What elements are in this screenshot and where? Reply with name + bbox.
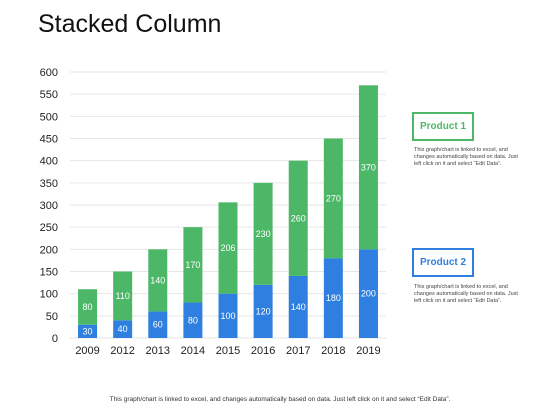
legend-label-product-1: Product 1 — [419, 121, 467, 132]
y-tick-label: 150 — [40, 267, 58, 279]
data-label: 200 — [361, 289, 376, 299]
bar-product-1 — [78, 289, 98, 325]
data-label: 120 — [256, 306, 271, 316]
footer-note: This graph/chart is linked to excel, and… — [109, 396, 451, 403]
data-label: 370 — [361, 162, 376, 172]
y-tick-label: 500 — [40, 111, 58, 123]
x-tick-label: 2014 — [181, 345, 205, 357]
data-label: 206 — [220, 243, 235, 253]
x-tick-label: 2016 — [251, 345, 275, 357]
bar-product-2 — [253, 284, 273, 338]
data-label: 180 — [326, 293, 341, 303]
bar-product-2 — [288, 275, 308, 338]
y-tick-label: 250 — [40, 222, 58, 234]
data-label: 270 — [326, 193, 341, 203]
y-tick-label: 50 — [46, 311, 58, 323]
y-tick-label: 600 — [40, 67, 58, 79]
legend-description-product-1: This graph/chart is linked to excel, and… — [414, 147, 518, 167]
bar-product-2 — [218, 293, 238, 338]
x-tick-label: 2019 — [356, 345, 380, 357]
data-label: 140 — [291, 302, 306, 312]
x-tick-label: 2009 — [75, 345, 99, 357]
data-label: 80 — [83, 302, 93, 312]
legend-product-1: Product 1 — [412, 112, 474, 141]
data-label: 80 — [188, 315, 198, 325]
y-tick-label: 350 — [40, 178, 58, 190]
data-label: 140 — [150, 275, 165, 285]
bar-product-1 — [288, 160, 308, 276]
legend-label-product-2: Product 2 — [419, 257, 467, 268]
x-tick-label: 2017 — [286, 345, 310, 357]
y-tick-label: 0 — [52, 333, 58, 345]
x-tick-label: 2018 — [321, 345, 345, 357]
data-label: 30 — [83, 326, 93, 336]
bar-product-1 — [183, 227, 203, 303]
data-label: 100 — [220, 311, 235, 321]
data-label: 40 — [118, 324, 128, 334]
bar-product-2 — [183, 302, 203, 338]
data-label: 260 — [291, 213, 306, 223]
data-label: 60 — [153, 320, 163, 330]
legend-product-2: Product 2 — [412, 248, 474, 277]
bar-product-2 — [358, 249, 378, 338]
x-tick-label: 2013 — [146, 345, 170, 357]
y-tick-label: 400 — [40, 156, 58, 168]
data-label: 110 — [115, 291, 129, 301]
y-tick-label: 300 — [40, 200, 58, 212]
x-tick-label: 2015 — [216, 345, 240, 357]
bar-product-1 — [113, 271, 133, 321]
bar-product-1 — [358, 85, 378, 250]
y-tick-label: 550 — [40, 89, 58, 101]
y-tick-label: 100 — [40, 289, 58, 301]
data-label: 230 — [256, 229, 271, 239]
data-label: 170 — [185, 260, 200, 270]
bar-product-1 — [323, 138, 343, 259]
y-tick-label: 200 — [40, 244, 58, 256]
bar-product-1 — [148, 249, 168, 312]
x-tick-label: 2012 — [110, 345, 134, 357]
bar-product-1 — [218, 202, 238, 294]
bar-product-2 — [113, 320, 133, 338]
bar-product-2 — [78, 324, 98, 338]
page-title: Stacked Column — [38, 10, 222, 38]
bar-product-2 — [148, 311, 168, 338]
bar-product-2 — [323, 258, 343, 338]
bar-product-1 — [253, 182, 273, 285]
y-tick-label: 450 — [40, 134, 58, 146]
legend-description-product-2: This graph/chart is linked to excel, and… — [414, 284, 518, 304]
